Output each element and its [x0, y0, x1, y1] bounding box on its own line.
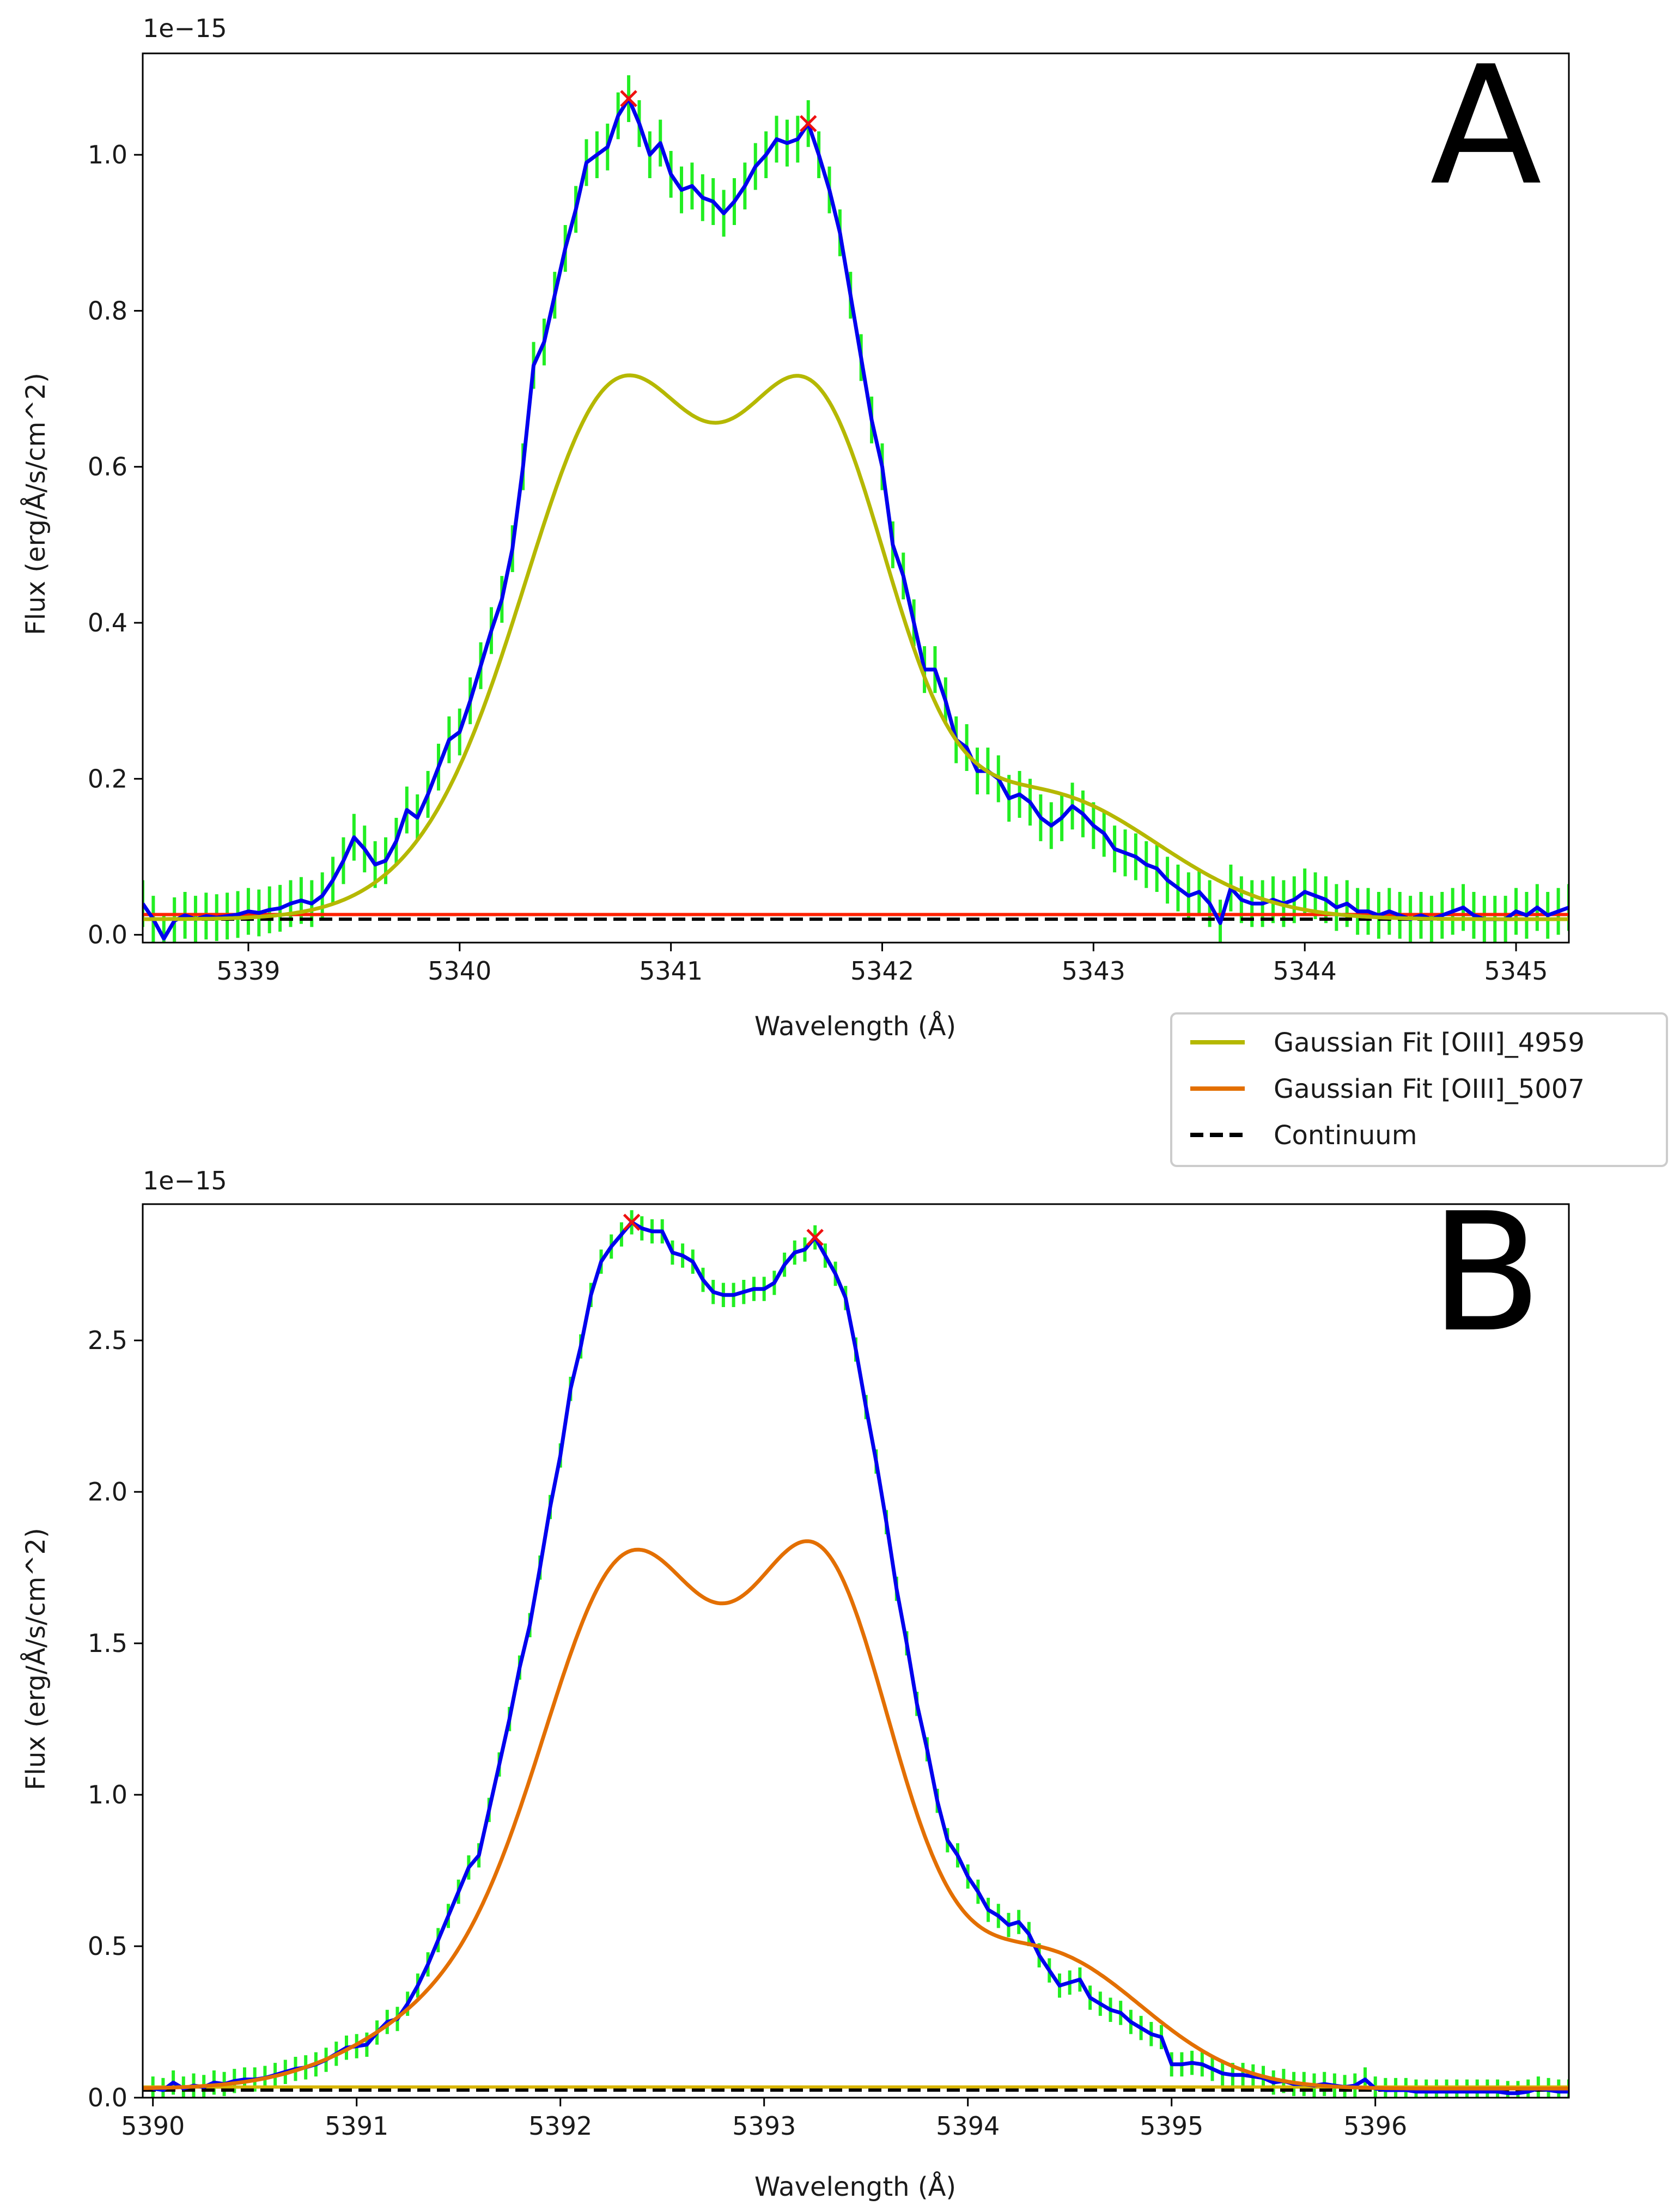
panel-a-x-tick-label: 5343 [1062, 956, 1125, 986]
panel-b-y-tick-label: 0.5 [88, 1931, 127, 1961]
panel-b-x-tick-label: 5396 [1343, 2111, 1407, 2141]
panel-a-axes-frame [142, 52, 1570, 944]
panel-b-x-tick-label: 5390 [121, 2111, 185, 2141]
panel-b-y-tick-label: 2.5 [88, 1326, 127, 1355]
panel-a-x-tick-label: 5345 [1484, 956, 1548, 986]
panel-b-letter: B [1430, 1178, 1542, 1368]
legend-label-4959: Gaussian Fit [OIII]_4959 [1274, 1028, 1585, 1058]
panel-b-gaussian-fit [143, 1539, 1569, 2091]
panel-b-x-tick-label: 5391 [325, 2111, 388, 2141]
panel-a-x-tick-label: 5340 [428, 956, 491, 986]
panel-a-y-tick-label: 0.0 [88, 920, 127, 950]
panel-a-observed-spectrum [143, 96, 1569, 941]
panel-a-y-tick-label: 0.4 [88, 608, 127, 637]
panel-a-x-tick-label: 5341 [639, 956, 703, 986]
panel-b-data-layer [143, 1210, 1569, 2098]
panel-b-peak-marker [623, 1213, 641, 1231]
panel-b-y-axis-label: Flux (erg/Å/s/cm^2) [20, 1528, 51, 1790]
panel-a-data-layer [143, 75, 1569, 943]
panel-a-peak-marker [799, 115, 817, 132]
panel-b-x-tick-label: 5393 [732, 2111, 796, 2141]
legend-label-5007: Gaussian Fit [OIII]_5007 [1274, 1074, 1585, 1104]
panel-a-peak-marker [620, 90, 637, 107]
panel-b-axes-frame [142, 1203, 1570, 2099]
panel-a-x-tick-label: 5342 [850, 956, 914, 986]
panel-a-y-axis-label: Flux (erg/Å/s/cm^2) [20, 373, 51, 635]
panel-b-x-axis-label: Wavelength (Å) [754, 2171, 956, 2202]
panel-a-y-tick-label: 0.6 [88, 452, 127, 482]
panel-a-plot-area: 5339 5340 5341 5342 5343 5344 5345 0.0 0.2 0.4 0.6… [88, 52, 1570, 986]
legend-label-continuum: Continuum [1274, 1120, 1417, 1151]
legend: Gaussian Fit [OIII]_4959 Gaussian Fit [O… [1170, 1012, 1668, 1167]
panel-a-x-tick-label: 5344 [1273, 956, 1337, 986]
panel-b-x-tick-label: 5395 [1140, 2111, 1203, 2141]
panel-a-offset-label: 1e−15 [143, 14, 227, 43]
panel-b-offset-label: 1e−15 [143, 1166, 227, 1195]
panel-a-y-tick-label: 0.2 [88, 764, 127, 793]
panel-a-x-axis-label: Wavelength (Å) [754, 1011, 956, 1042]
panel-b-x-tick-label: 5394 [936, 2111, 1000, 2141]
panel-b-y-tick-label: 0.0 [88, 2083, 127, 2112]
panel-b-plot-area: 5390 5391 5392 5393 5394 5395 5396 0.0 0.5 1.0 1.5… [88, 1203, 1570, 2141]
panel-b: 5390 5391 5392 5393 5394 5395 5396 0.0 0.5 1.0 1.5… [20, 1166, 1570, 2202]
panel-a-gaussian-fit [143, 373, 1569, 921]
panel-a-y-tick-label: 0.8 [88, 296, 127, 325]
panel-b-y-tick-label: 1.5 [88, 1629, 127, 1658]
legend-frame [1170, 1012, 1668, 1167]
panel-b-peak-marker [806, 1229, 824, 1246]
panel-b-x-tick-label: 5392 [528, 2111, 592, 2141]
panel-b-y-tick-label: 2.0 [88, 1477, 127, 1507]
panel-b-y-tick-label: 1.0 [88, 1780, 127, 1809]
panel-a-y-tick-label: 1.0 [88, 140, 127, 169]
panel-a: 5339 5340 5341 5342 5343 5344 5345 0.0 0.2 0.4 0.6… [20, 14, 1570, 1042]
panel-a-x-tick-label: 5339 [216, 956, 280, 986]
panel-a-letter: A [1430, 31, 1542, 221]
